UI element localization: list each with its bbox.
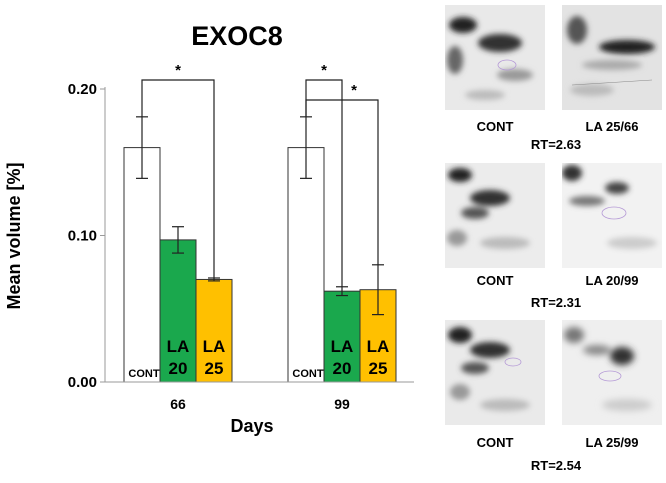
x-tick-label: 66: [170, 396, 186, 412]
bar-label-line2: 20: [169, 359, 188, 378]
gel-image-la2099: [562, 163, 662, 268]
y-tick-label: 0.20: [68, 81, 97, 98]
bar-label-line2: 20: [333, 359, 352, 378]
gel-image-cont-row2: [445, 163, 545, 268]
rt-label-row1: RT=2.63: [530, 137, 582, 152]
bar-label: CONT: [292, 368, 323, 380]
significance-bracket: [305, 99, 379, 265]
chart-title: EXOC8: [191, 21, 283, 51]
significance-star: *: [175, 62, 181, 79]
x-tick-label: 99: [334, 396, 350, 412]
significance-bracket: [305, 79, 343, 287]
y-tick-label: 0.00: [68, 374, 97, 391]
bar-label-line1: LA: [203, 337, 226, 356]
bar-label-line1: LA: [331, 337, 354, 356]
bar-label: CONT: [128, 368, 159, 380]
gel-label-cont-row1: CONT: [476, 119, 514, 134]
bar-cont: [123, 147, 161, 383]
bar-label-line2: 25: [205, 359, 224, 378]
gel-image-cont-row3: [445, 320, 545, 425]
gel-label-la2599: LA 25/99: [585, 435, 639, 450]
significance-bracket: [141, 79, 215, 278]
gel-label-la2566: LA 25/66: [585, 119, 639, 134]
bar-cont: [287, 147, 325, 383]
y-tick-label: 0.10: [68, 228, 97, 245]
bar-label-line2: 25: [369, 359, 388, 378]
x-axis-label: Days: [230, 416, 273, 436]
bar-label-line1: LA: [367, 337, 390, 356]
rt-label-row3: RT=2.54: [530, 458, 582, 473]
gel-image-la2599: [562, 320, 662, 425]
significance-star: *: [321, 62, 327, 79]
gel-label-la2099: LA 20/99: [585, 273, 639, 288]
gel-label-cont-row2: CONT: [476, 273, 514, 288]
gel-image-cont-row1: [445, 5, 545, 110]
gel-image-la2566: [562, 5, 662, 110]
bar-label-line1: LA: [167, 337, 190, 356]
significance-star: *: [351, 82, 357, 99]
bar-chart: EXOC8 0.00 0.10 0.20 Mean volume [%] CONT LA 20…: [4, 21, 414, 436]
bar-la-25: [195, 278, 233, 383]
rt-label-row2: RT=2.31: [530, 295, 582, 310]
y-axis-label: Mean volume [%]: [4, 162, 24, 309]
gel-label-cont-row3: CONT: [476, 435, 514, 450]
